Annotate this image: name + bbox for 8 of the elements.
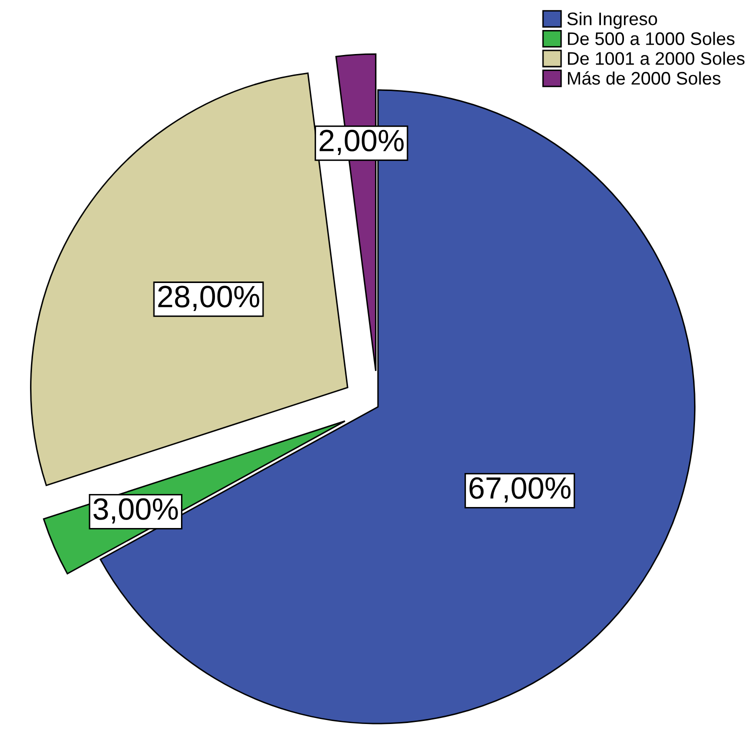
legend-label: Más de 2000 Soles bbox=[568, 71, 720, 85]
legend-label: Sin Ingreso bbox=[567, 12, 658, 29]
data-label: 3,00% bbox=[93, 498, 178, 524]
data-label: 2,00% bbox=[320, 130, 404, 156]
legend-label: De 500 a 1000 Soles bbox=[568, 32, 734, 46]
data-label: 28,00% bbox=[158, 286, 260, 312]
legend-label: De 1001 a 2000 Soles bbox=[568, 52, 745, 65]
data-label: 67,00% bbox=[470, 477, 571, 502]
